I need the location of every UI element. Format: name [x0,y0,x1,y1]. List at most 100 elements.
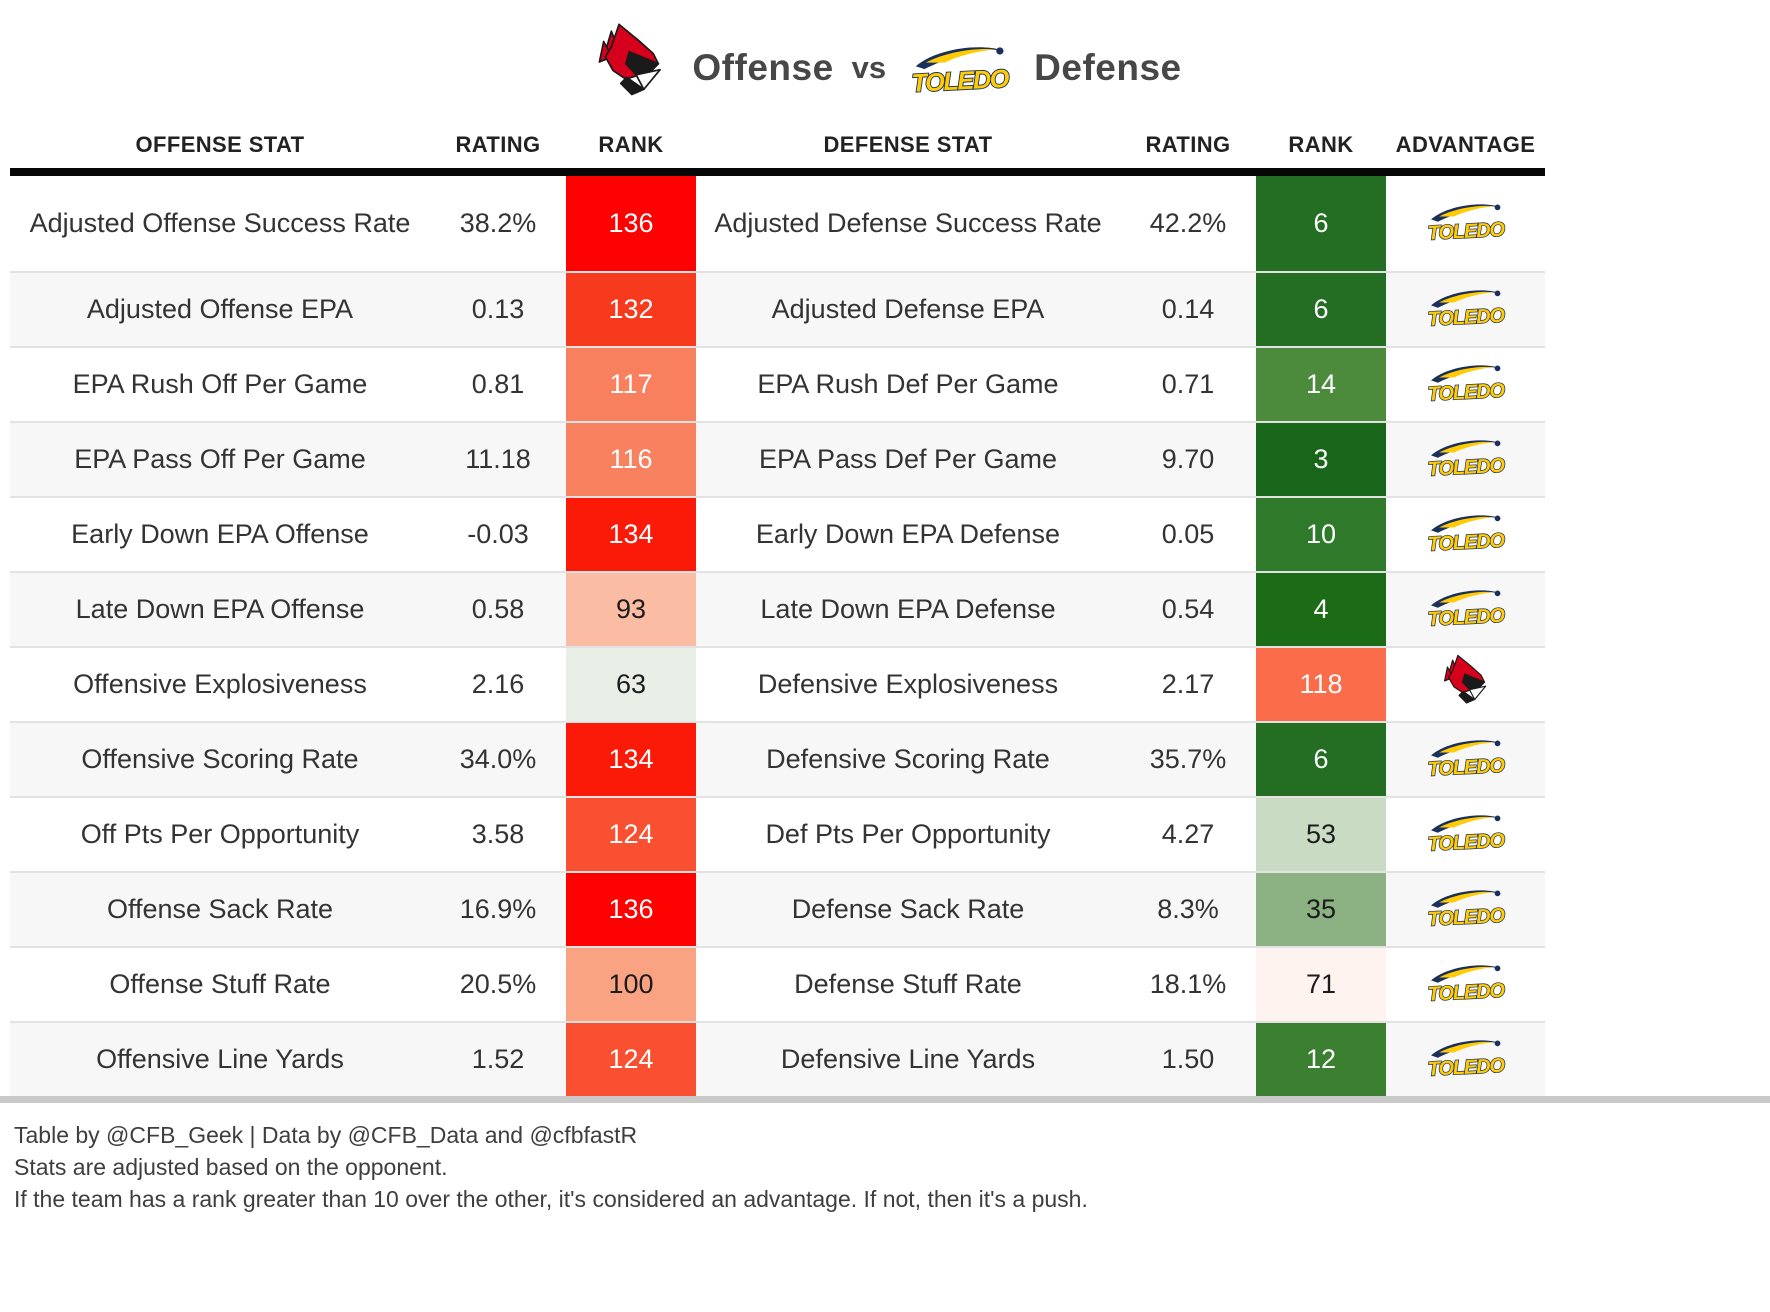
defense-stat: Late Down EPA Defense [760,594,1056,625]
header-offense-rank: RANK [598,132,664,157]
defense-stat: Adjusted Defense EPA [771,294,1045,325]
offense-rank-cell: 136 [566,873,696,946]
offense-stat: EPA Rush Off Per Game [72,369,368,400]
offense-rating: 20.5% [459,969,537,1000]
table-row: Off Pts Per Opportunity 3.58 124 Def Pts… [10,798,1545,873]
defense-rating: 0.54 [1161,594,1215,625]
offense-rank-cell: 116 [566,423,696,496]
header-defense-rating: RATING [1145,132,1231,157]
defense-stat: Defensive Line Yards [780,1044,1036,1075]
toledo-logo [1423,587,1509,633]
table-row: Offense Sack Rate 16.9% 136 Defense Sack… [10,873,1545,948]
defense-rank-cell: 3 [1256,423,1386,496]
offense-rating: 11.18 [465,444,531,475]
offense-rank-cell: 93 [566,573,696,646]
defense-stat: Defensive Explosiveness [757,669,1059,700]
offense-rating: -0.03 [467,519,529,550]
table-body: Adjusted Offense Success Rate 38.2% 136 … [10,176,1545,1096]
defense-stat: Defensive Scoring Rate [766,744,1050,775]
defense-stat: Adjusted Defense Success Rate [714,208,1102,239]
toledo-logo [1423,1037,1509,1083]
offense-stat: Offensive Line Yards [96,1044,344,1075]
offense-rank-cell: 63 [566,648,696,721]
defense-rank-cell: 12 [1256,1023,1386,1096]
offense-stat: Offensive Explosiveness [73,669,367,700]
advantage-cell [1386,1023,1545,1096]
offense-stat: Late Down EPA Offense [75,594,365,625]
defense-stat: Defense Sack Rate [791,894,1025,925]
table-bottom-divider [0,1096,1770,1103]
defense-rating: 1.50 [1161,1044,1215,1075]
table-row: Adjusted Offense EPA 0.13 132 Adjusted D… [10,273,1545,348]
offense-rank-cell: 134 [566,723,696,796]
advantage-cell [1386,423,1545,496]
table-row: Offensive Explosiveness 2.16 63 Defensiv… [10,648,1545,723]
offense-rank-cell: 132 [566,273,696,346]
title-defense: Defense [1034,47,1182,88]
header-offense-rating: RATING [455,132,541,157]
footer-credit: Table by @CFB_Geek | Data by @CFB_Data a… [14,1122,638,1148]
defense-rating: 0.05 [1161,519,1215,550]
footer: Table by @CFB_Geek | Data by @CFB_Data a… [14,1119,1770,1215]
defense-rating: 2.17 [1161,669,1215,700]
toledo-logo [1423,887,1509,933]
table-row: Adjusted Offense Success Rate 38.2% 136 … [10,176,1545,273]
offense-rank-cell: 136 [566,176,696,271]
defense-rank-cell: 6 [1256,176,1386,271]
title-vs: vs [851,50,887,85]
toledo-logo [1423,362,1509,408]
header-defense-rank: RANK [1288,132,1354,157]
offense-rank-cell: 117 [566,348,696,421]
offense-rating: 2.16 [471,669,525,700]
defense-rating: 8.3% [1157,894,1219,925]
defense-rank-cell: 118 [1256,648,1386,721]
offense-rating: 0.58 [471,594,525,625]
offense-rating: 34.0% [459,744,537,775]
offense-rating: 0.81 [471,369,525,400]
offense-stat: Adjusted Offense EPA [86,294,354,325]
ballstate-logo [588,21,674,115]
offense-rank-cell: 124 [566,1023,696,1096]
toledo-logo [1423,962,1509,1008]
defense-stat: EPA Pass Def Per Game [758,444,1058,475]
offense-rating: 3.58 [471,819,525,850]
toledo-logo [1423,437,1509,483]
advantage-cell [1386,873,1545,946]
offense-rating: 16.9% [459,894,537,925]
header-advantage: ADVANTAGE [1395,132,1536,157]
defense-rating: 0.71 [1161,369,1215,400]
defense-rating: 0.14 [1161,294,1215,325]
footer-note-advantage: If the team has a rank greater than 10 o… [14,1186,1088,1212]
advantage-cell [1386,176,1545,271]
table-row: Early Down EPA Offense -0.03 134 Early D… [10,498,1545,573]
table-row: Late Down EPA Offense 0.58 93 Late Down … [10,573,1545,648]
title-bar: Offense vs Defense [0,0,1770,118]
toledo-logo [904,43,1016,101]
offense-rating: 38.2% [459,208,537,239]
advantage-cell [1386,948,1545,1021]
title-offense: Offense [692,47,834,88]
advantage-cell [1386,723,1545,796]
offense-stat: Offense Sack Rate [106,894,334,925]
defense-stat: Def Pts Per Opportunity [765,819,1051,850]
header-divider [10,168,1545,176]
advantage-cell [1386,498,1545,571]
advantage-cell [1386,273,1545,346]
defense-rank-cell: 35 [1256,873,1386,946]
stats-table: OFFENSE STAT RATING RANK DEFENSE STAT RA… [10,124,1545,1096]
table-row: Offensive Line Yards 1.52 124 Defensive … [10,1023,1545,1096]
table-row: Offense Stuff Rate 20.5% 100 Defense Stu… [10,948,1545,1023]
defense-stat: Defense Stuff Rate [794,969,1022,1000]
table-row: EPA Pass Off Per Game 11.18 116 EPA Pass… [10,423,1545,498]
offense-stat: EPA Pass Off Per Game [74,444,366,475]
offense-stat: Offensive Scoring Rate [81,744,359,775]
toledo-logo [1423,512,1509,558]
toledo-logo [1423,812,1509,858]
defense-rating: 18.1% [1149,969,1227,1000]
offense-rank-cell: 124 [566,798,696,871]
header-offense-stat: OFFENSE STAT [135,132,305,157]
offense-rank-cell: 100 [566,948,696,1021]
footer-note-adjusted: Stats are adjusted based on the opponent… [14,1154,448,1180]
advantage-cell [1386,798,1545,871]
